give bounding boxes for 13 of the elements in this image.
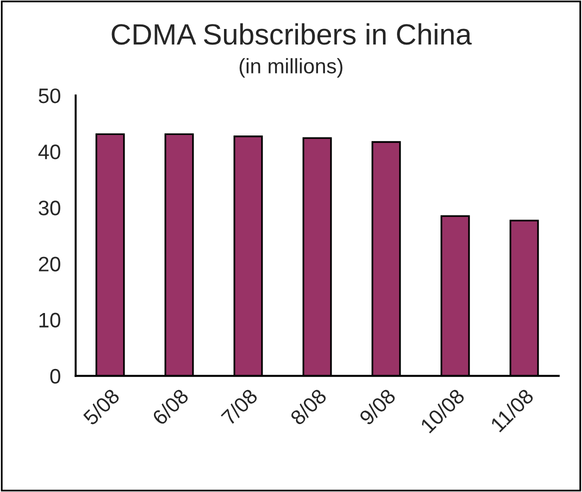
y-tick-label: 30 [38, 200, 60, 216]
chart-title: CDMA Subscribers in China [112, 23, 472, 45]
x-tick-label: 8/08 [289, 388, 328, 426]
y-tick-label: 50 [38, 88, 60, 104]
x-tick-label: 5/08 [82, 388, 120, 426]
y-tick-label: 0 [50, 368, 60, 384]
y-tick-label: 10 [39, 312, 60, 328]
chart-subtitle: (in millions) [240, 58, 342, 78]
x-tick-label: 6/08 [151, 388, 190, 426]
x-tick-label: 7/08 [220, 388, 258, 426]
y-tick-label: 20 [38, 256, 60, 272]
y-tick-label: 40 [38, 144, 60, 160]
x-tick-label: 9/08 [358, 388, 396, 426]
